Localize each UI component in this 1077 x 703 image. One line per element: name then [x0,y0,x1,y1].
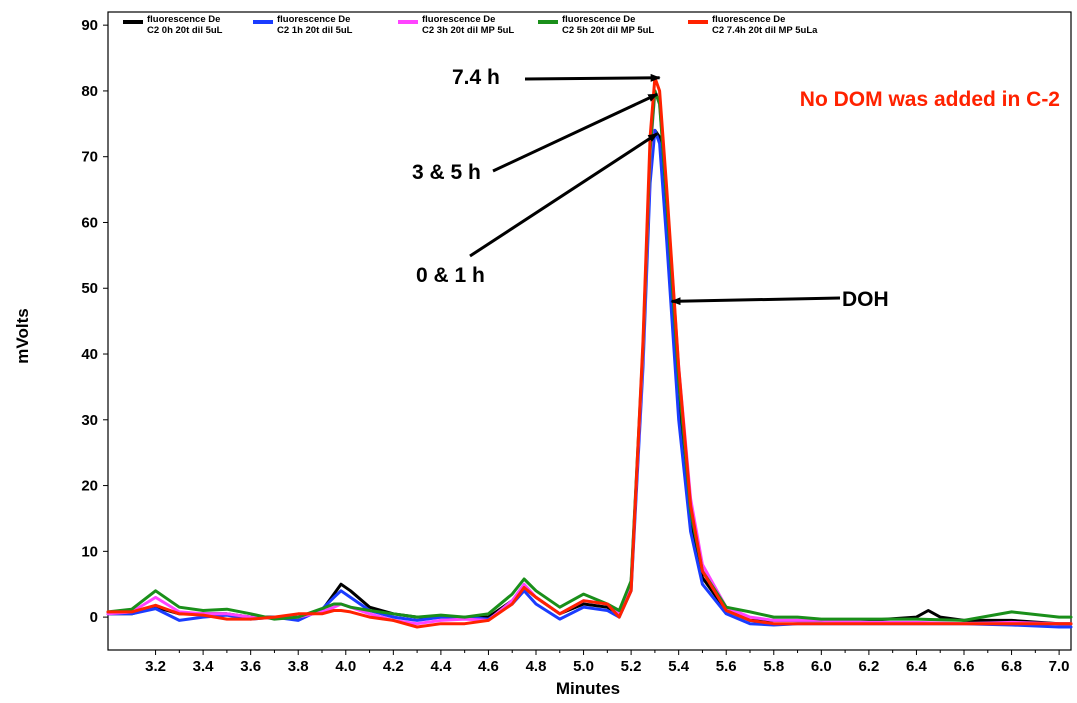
x-tick-label: 4.4 [430,658,452,675]
x-tick-label: 5.8 [763,658,784,675]
y-tick-label: 90 [81,17,98,34]
y-tick-label: 30 [81,412,98,429]
legend-label-line2: C2 0h 20t dil 5uL [147,25,223,36]
series-line-3 [106,89,1073,622]
x-tick-label: 3.2 [145,658,166,675]
no-dom-note: No DOM was added in C-2 [800,88,1060,111]
annotation-arrow [492,92,659,173]
x-tick-label: 3.8 [288,658,309,675]
legend-label-line1: fluorescence De [422,14,495,25]
x-tick-label: 5.4 [668,658,690,675]
x-tick-label: 6.6 [954,658,975,675]
plot-frame-layer [107,11,1072,651]
annotation-label: 7.4 h [452,66,500,89]
x-axis-title: Minutes [556,679,620,698]
legend-label-line2: C2 3h 20t dil MP 5uL [422,25,514,36]
y-tick-label: 0 [90,609,98,626]
y-tick-label: 20 [81,478,98,495]
y-tick-label: 60 [81,214,98,231]
x-tick-label: 7.0 [1049,658,1070,675]
legend-label-line2: C2 5h 20t dil MP 5uL [562,25,654,36]
x-tick-label: 5.6 [716,658,737,675]
x-tick-label: 3.6 [240,658,261,675]
y-tick-label: 80 [81,83,98,100]
series-layer [106,76,1073,629]
legend-label-line1: fluorescence De [277,14,350,25]
y-tick-label: 70 [81,149,98,166]
y-axis-title: mVolts [13,308,32,363]
annotation-label: 0 & 1 h [416,264,485,287]
x-tick-label: 6.4 [906,658,928,675]
annotation-layer: 7.4 h 3 & 5 h 0 & 1 h DOH [412,66,889,311]
x-tick-label: 6.2 [858,658,879,675]
plot-area [107,11,1072,651]
legend-label-line1: fluorescence De [562,14,635,25]
series-line-2 [106,89,1073,626]
series-line-1 [106,128,1073,629]
legend-label-line2: C2 7.4h 20t dil MP 5uLa [712,25,818,36]
series-line-4 [106,76,1073,629]
x-tick-label: 3.4 [193,658,215,675]
x-tick-label: 5.2 [621,658,642,675]
legend-label-line2: C2 1h 20t dil 5uL [277,25,353,36]
annotation-arrow [670,296,841,306]
annotation-label: DOH [842,288,889,311]
x-tick-label: 4.2 [383,658,404,675]
x-tick-label: 6.0 [811,658,832,675]
annotation-arrow [524,73,661,82]
y-tick-label: 40 [81,346,98,363]
legend-label-line1: fluorescence De [712,14,785,25]
annotation-label: 3 & 5 h [412,161,481,184]
x-tick-label: 4.6 [478,658,499,675]
x-tick-label: 4.8 [526,658,547,675]
x-tick-label: 5.0 [573,658,594,675]
y-tick-label: 10 [81,543,98,560]
legend-label-line1: fluorescence De [147,14,220,25]
y-tick-label: 50 [81,280,98,297]
annotation-arrow [469,132,659,258]
x-tick-label: 4.0 [335,658,356,675]
y-axis: 0 10 20 30 40 50 60 70 80 90 [81,17,108,626]
series-line-0 [106,128,1073,626]
x-axis: 3.2 3.4 3.6 3.8 4.0 4.2 4.4 4.6 4.8 5.0 5.2 5.4 5.6 5… [145,650,1070,675]
x-tick-label: 6.8 [1001,658,1022,675]
